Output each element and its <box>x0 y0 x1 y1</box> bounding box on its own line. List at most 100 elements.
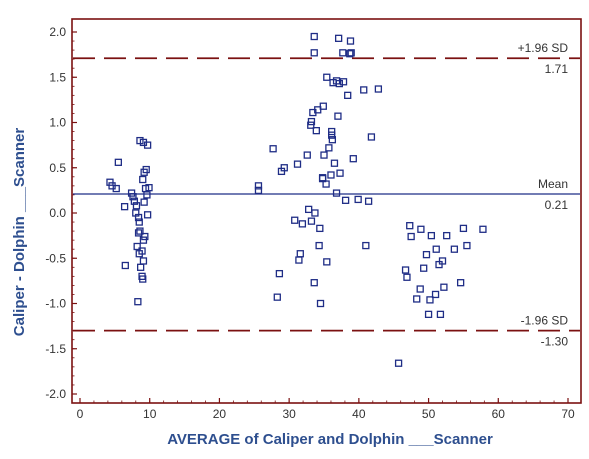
data-point <box>432 245 440 253</box>
data-point <box>254 182 263 190</box>
data-point <box>134 213 143 222</box>
data-point <box>344 91 352 99</box>
y-tick-label: -1.0 <box>45 297 66 311</box>
data-point <box>339 49 347 57</box>
data-point <box>346 37 355 45</box>
data-point <box>322 180 330 188</box>
y-tick-label: 1.5 <box>49 70 66 84</box>
data-point <box>341 196 350 204</box>
data-point <box>374 85 383 93</box>
y-tick-label: 1.0 <box>49 116 66 130</box>
data-point <box>275 269 284 278</box>
data-point <box>134 229 143 237</box>
data-point <box>291 216 299 224</box>
data-point <box>139 257 148 265</box>
data-point <box>269 145 277 153</box>
data-point <box>436 310 445 319</box>
data-point <box>143 191 151 199</box>
data-point <box>296 250 304 258</box>
data-point <box>273 293 281 301</box>
data-point <box>143 141 152 149</box>
data-point <box>336 169 344 177</box>
data-point <box>112 184 120 193</box>
data-point <box>459 224 468 233</box>
data-point <box>143 211 152 219</box>
data-point <box>303 151 311 159</box>
x-tick-label: 30 <box>282 407 296 421</box>
data-point <box>134 298 142 306</box>
data-point <box>137 263 145 271</box>
data-point <box>479 225 487 233</box>
data-point <box>307 217 316 225</box>
data-point <box>456 279 465 287</box>
x-tick-label: 40 <box>352 407 366 421</box>
data-point <box>327 171 335 179</box>
data-point <box>129 193 137 201</box>
data-point <box>450 245 459 253</box>
data-point <box>325 144 333 152</box>
data-point <box>316 224 324 233</box>
x-tick-label: 10 <box>143 407 157 421</box>
data-point <box>367 133 376 141</box>
data-point <box>298 220 307 228</box>
data-point <box>320 151 328 159</box>
data-point <box>413 295 421 303</box>
data-point <box>316 299 325 308</box>
data-point <box>332 189 341 197</box>
data-point <box>139 275 147 283</box>
data-point <box>323 73 331 81</box>
data-point <box>307 117 316 126</box>
y-tick-label: 2.0 <box>49 25 66 39</box>
data-point <box>145 184 153 192</box>
reference-line-label: Mean <box>538 177 568 191</box>
data-point <box>403 273 411 281</box>
data-point <box>323 258 331 266</box>
reference-line-value: 0.21 <box>545 198 569 212</box>
data-point <box>394 359 403 367</box>
data-point <box>416 285 424 293</box>
data-point <box>132 202 141 210</box>
data-point <box>435 260 443 269</box>
data-point <box>139 175 147 184</box>
data-point <box>406 222 414 230</box>
x-tick-label: 0 <box>77 407 84 421</box>
y-tick-label: 0.5 <box>49 161 66 175</box>
x-axis-title: AVERAGE of Caliper and Dolphin ___Scanne… <box>167 431 493 448</box>
y-tick-label: 0.0 <box>49 206 66 220</box>
data-point <box>254 186 263 195</box>
data-point <box>130 197 139 205</box>
y-axis: 2.0 1.5 1.0 0.5 0.0 -0.5 -1.0 -1.5 -2.0 <box>45 25 77 401</box>
data-point <box>139 236 148 244</box>
data-point <box>364 197 373 205</box>
plot-frame <box>71 18 582 404</box>
x-tick-label: 20 <box>213 407 227 421</box>
reference-line-value: 1.71 <box>545 62 569 76</box>
reference-line-label: +1.96 SD <box>518 41 569 55</box>
data-point <box>310 32 318 41</box>
plot-area <box>71 18 582 404</box>
data-point <box>347 49 355 57</box>
data-point <box>334 112 342 120</box>
data-point <box>407 232 415 241</box>
data-point <box>346 50 354 58</box>
data-point <box>120 203 129 211</box>
data-point <box>312 126 320 135</box>
data-point <box>135 218 143 226</box>
data-point <box>360 86 368 94</box>
data-point <box>401 266 410 274</box>
data-point <box>305 205 313 214</box>
data-point <box>422 250 431 259</box>
y-axis-title: Caliper - Dolphin ___Scanner <box>11 128 28 337</box>
data-point <box>334 34 343 42</box>
data-point <box>424 310 433 319</box>
data-point <box>427 231 436 240</box>
data-point <box>121 261 129 270</box>
reference-lines: +1.96 SD 1.71 Mean 0.21 -1.96 SD -1.30 <box>73 41 580 349</box>
data-points <box>106 32 487 367</box>
data-point <box>426 296 434 304</box>
data-point <box>142 165 150 174</box>
y-tick-label: -2.0 <box>45 387 66 401</box>
x-tick-label: 50 <box>422 407 436 421</box>
data-point <box>420 264 428 272</box>
